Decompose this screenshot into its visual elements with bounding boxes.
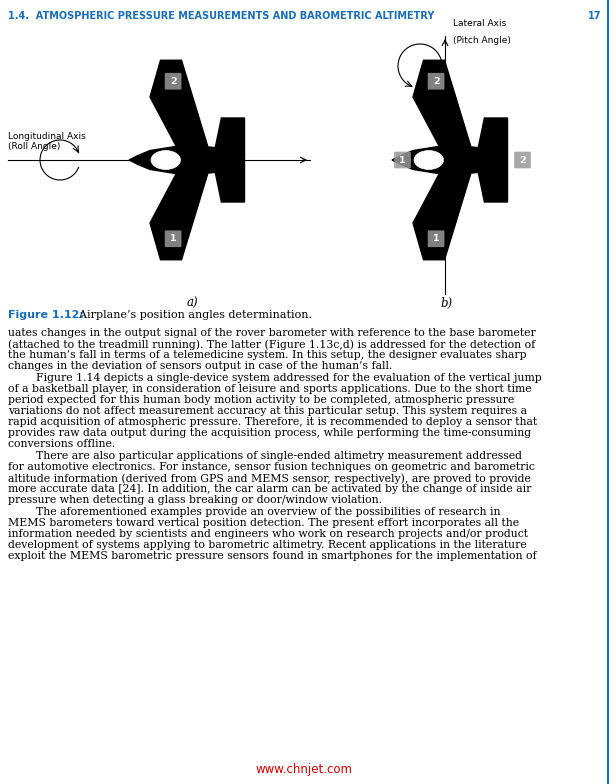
Text: provides raw data output during the acquisition process, while performing the ti: provides raw data output during the acqu… [8, 428, 531, 438]
Text: (attached to the treadmill running). The latter (Figure 1.13c,d) is addressed fo: (attached to the treadmill running). The… [8, 339, 535, 350]
Text: development of systems applying to barometric altimetry. Recent applications in : development of systems applying to barom… [8, 540, 527, 550]
Polygon shape [478, 166, 508, 202]
Polygon shape [392, 147, 508, 173]
Polygon shape [150, 60, 208, 147]
Text: Lateral Axis: Lateral Axis [453, 19, 506, 28]
Polygon shape [215, 118, 245, 154]
Text: www.chnjet.com: www.chnjet.com [256, 763, 352, 776]
Text: uates changes in the output signal of the rover barometer with reference to the : uates changes in the output signal of th… [8, 328, 536, 338]
Text: a): a) [186, 297, 198, 310]
Text: There are also particular applications of single-ended altimetry measurement add: There are also particular applications o… [8, 451, 522, 461]
Text: pressure when detecting a glass breaking or door/window violation.: pressure when detecting a glass breaking… [8, 495, 382, 505]
Text: exploit the MEMS barometric pressure sensors found in smartphones for the implem: exploit the MEMS barometric pressure sen… [8, 551, 537, 561]
Text: more accurate data [24]. In addition, the car alarm can be activated by the chan: more accurate data [24]. In addition, th… [8, 484, 532, 494]
Text: 2: 2 [170, 77, 176, 85]
Text: information needed by scientists and engineers who work on research projects and: information needed by scientists and eng… [8, 529, 528, 539]
Text: Airplane’s position angles determination.: Airplane’s position angles determination… [72, 310, 312, 320]
Ellipse shape [414, 151, 444, 169]
FancyBboxPatch shape [164, 230, 182, 247]
FancyBboxPatch shape [164, 73, 182, 89]
Polygon shape [413, 173, 471, 260]
Text: rapid acquisition of atmospheric pressure. Therefore, it is recommended to deplo: rapid acquisition of atmospheric pressur… [8, 417, 537, 427]
Text: (Pitch Angle): (Pitch Angle) [453, 36, 511, 45]
Text: The aforementioned examples provide an overview of the possibilities of research: The aforementioned examples provide an o… [8, 507, 500, 517]
Text: (Roll Angle): (Roll Angle) [8, 142, 60, 151]
Text: 1: 1 [433, 234, 439, 243]
Text: Longitudinal Axis: Longitudinal Axis [8, 132, 86, 141]
Text: 2: 2 [433, 77, 439, 85]
Polygon shape [150, 173, 208, 260]
Text: conversions offline.: conversions offline. [8, 439, 115, 449]
Text: of a basketball player, in consideration of leisure and sports applications. Due: of a basketball player, in consideration… [8, 384, 532, 394]
Text: Figure 1.12:: Figure 1.12: [8, 310, 84, 320]
Text: variations do not affect measurement accuracy at this particular setup. This sys: variations do not affect measurement acc… [8, 406, 527, 416]
Polygon shape [215, 166, 245, 202]
Text: 1: 1 [399, 155, 406, 165]
Text: Figure 1.14 depicts a single-device system addressed for the evaluation of the v: Figure 1.14 depicts a single-device syst… [8, 373, 541, 383]
Ellipse shape [151, 151, 180, 169]
Text: period expected for this human body motion activity to be completed, atmospheric: period expected for this human body moti… [8, 395, 514, 405]
Text: 2: 2 [519, 155, 526, 165]
Text: for automotive electronics. For instance, sensor fusion techniques on geometric : for automotive electronics. For instance… [8, 462, 535, 472]
Text: MEMS barometers toward vertical position detection. The present effort incorpora: MEMS barometers toward vertical position… [8, 518, 519, 528]
FancyBboxPatch shape [394, 151, 411, 169]
Text: b): b) [441, 297, 453, 310]
Text: 1.4.  ATMOSPHERIC PRESSURE MEASUREMENTS AND BAROMETRIC ALTIMETRY: 1.4. ATMOSPHERIC PRESSURE MEASUREMENTS A… [8, 11, 434, 21]
Text: 17: 17 [588, 11, 601, 21]
Text: changes in the deviation of sensors output in case of the human’s fall.: changes in the deviation of sensors outp… [8, 361, 392, 371]
Text: 1: 1 [170, 234, 176, 243]
Text: altitude information (derived from GPS and MEMS sensor, respectively), are prove: altitude information (derived from GPS a… [8, 473, 531, 484]
FancyBboxPatch shape [428, 230, 445, 247]
Text: the human’s fall in terms of a telemedicine system. In this setup, the designer : the human’s fall in terms of a telemedic… [8, 350, 527, 360]
Polygon shape [478, 118, 508, 154]
FancyBboxPatch shape [514, 151, 531, 169]
Polygon shape [129, 147, 245, 173]
Polygon shape [413, 60, 471, 147]
FancyBboxPatch shape [428, 73, 445, 89]
